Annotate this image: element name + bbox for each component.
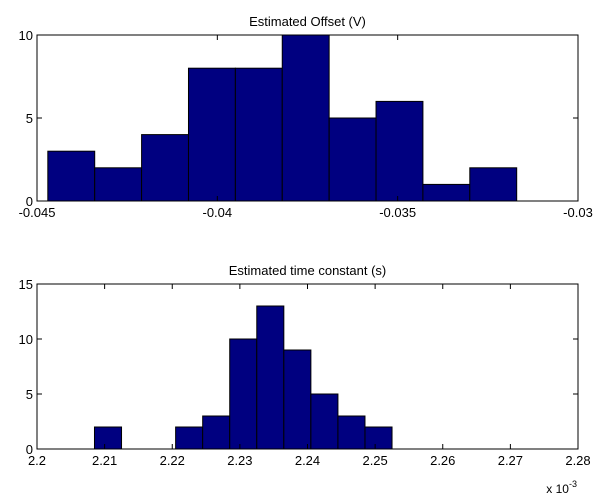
y-tick-label: 5: [26, 111, 33, 126]
histogram-bar: [187, 67, 236, 202]
y-tick-label: 0: [26, 442, 33, 457]
histogram-bar: [337, 415, 366, 450]
x-tick-label: 2.27: [498, 453, 523, 468]
histogram-bar: [281, 34, 330, 202]
histogram-bar: [202, 415, 231, 450]
histogram-bar: [375, 100, 424, 202]
histogram-bar: [234, 67, 283, 202]
y-tick-label: 15: [19, 277, 33, 292]
x-tick-label: 2.21: [92, 453, 117, 468]
histogram-bar: [229, 338, 258, 450]
histogram-bar: [256, 305, 285, 450]
histogram-bar: [328, 117, 377, 202]
histogram-bar: [422, 183, 471, 202]
x-tick-label: 2.2: [28, 453, 46, 468]
x-tick-label: -0.045: [19, 205, 56, 220]
histogram-bar: [364, 426, 393, 450]
x-tick-label: 2.23: [227, 453, 252, 468]
x-tick-label: -0.03: [563, 205, 593, 220]
y-tick-label: 10: [19, 28, 33, 43]
y-tick-label: 0: [26, 194, 33, 209]
x-tick-label: -0.04: [203, 205, 233, 220]
chart-title: Estimated time constant (s): [229, 263, 387, 278]
histogram-bar: [47, 150, 96, 202]
x-tick-label: 2.25: [362, 453, 387, 468]
histogram-time-constant: 2.2 2.21 2.22 2.23 2.24 2.25 2.26 2.27 2.28 0 5 10 1…: [19, 263, 591, 496]
chart-title: Estimated Offset (V): [249, 14, 366, 29]
histogram-bar: [141, 134, 189, 202]
histogram-offset: -0.045 -0.04 -0.035 -0.03 0 5 10 Estimated Offs…: [19, 14, 593, 220]
x-tick-label: -0.035: [379, 205, 416, 220]
x-axis-multiplier: x 10-3: [546, 479, 577, 496]
x-tick-label: 2.26: [430, 453, 455, 468]
x-tick-label: 2.28: [565, 453, 590, 468]
y-tick-label: 10: [19, 332, 33, 347]
histogram-bar: [469, 167, 518, 202]
histogram-bar: [94, 167, 143, 202]
x-tick-label: 2.24: [295, 453, 320, 468]
histogram-bar: [93, 426, 123, 450]
histogram-bar: [310, 393, 339, 450]
histogram-bar: [175, 426, 204, 450]
histogram-bar: [283, 349, 312, 450]
x-tick-label: 2.22: [160, 453, 185, 468]
y-tick-label: 5: [26, 387, 33, 402]
